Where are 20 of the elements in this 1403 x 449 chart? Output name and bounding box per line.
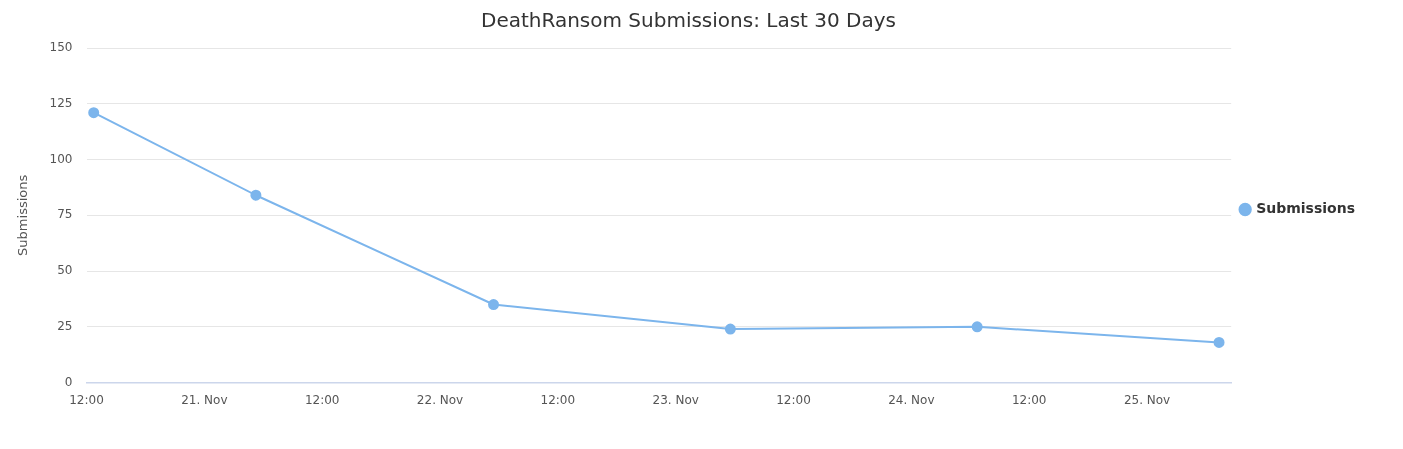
x-tick-label: 22. Nov (416, 392, 464, 407)
y-axis-title: Submissions (15, 174, 31, 256)
x-tick-label: 23. Nov (652, 392, 699, 407)
y-tick-label: 25 (57, 318, 73, 333)
y-tick-label: 150 (49, 40, 73, 55)
chart-title: DeathRansom Submissions: Last 30 Days (480, 8, 897, 33)
x-tick-label: 12:00 (304, 392, 340, 407)
x-tick-label: 25. Nov (1123, 392, 1171, 407)
x-tick-label: 24. Nov (888, 392, 935, 407)
x-tick-label: 12:00 (69, 392, 104, 407)
x-tick-label: 12:00 (1011, 392, 1047, 407)
x-tick-label: 12:00 (776, 392, 811, 407)
y-tick-label: 100 (49, 151, 73, 166)
legend-label: Submissions (1256, 200, 1355, 217)
x-tick-label: 12:00 (540, 392, 576, 407)
y-tick-label: 50 (57, 263, 73, 278)
x-tick-label: 21. Nov (181, 392, 228, 407)
y-tick-label: 0 (64, 374, 73, 389)
y-tick-label: 125 (49, 95, 73, 110)
y-tick-label: 75 (57, 207, 73, 222)
